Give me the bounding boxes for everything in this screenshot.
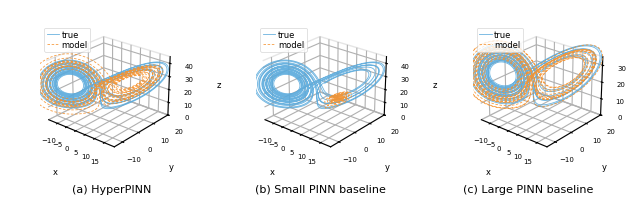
X-axis label: x: x	[53, 167, 58, 176]
Legend: true, model: true, model	[477, 28, 523, 53]
X-axis label: x: x	[269, 167, 275, 176]
Legend: true, model: true, model	[260, 28, 307, 53]
Y-axis label: y: y	[385, 162, 390, 171]
Y-axis label: y: y	[168, 162, 173, 171]
Legend: true, model: true, model	[44, 28, 90, 53]
Text: (c) Large PINN baseline: (c) Large PINN baseline	[463, 184, 593, 194]
Text: (a) HyperPINN: (a) HyperPINN	[72, 184, 152, 194]
Text: (b) Small PINN baseline: (b) Small PINN baseline	[255, 184, 385, 194]
Y-axis label: y: y	[602, 162, 606, 171]
X-axis label: x: x	[486, 167, 491, 176]
